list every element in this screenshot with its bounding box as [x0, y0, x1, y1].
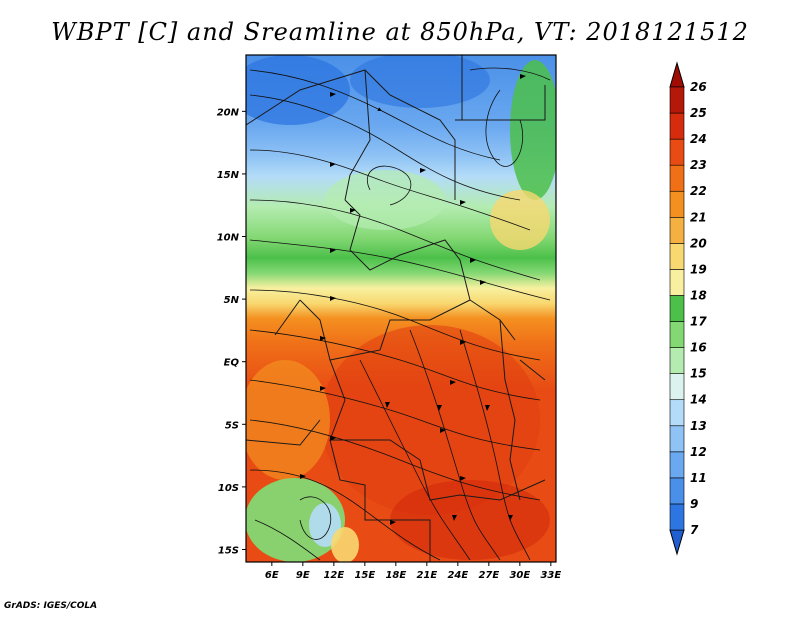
y-tick-label: 15N [217, 170, 240, 181]
colorbar-label: 11 [690, 471, 707, 485]
colorbar-swatch [669, 503, 685, 531]
colorbar-swatch [669, 425, 685, 453]
green-patch-east [510, 60, 556, 200]
colorbar-swatch [669, 269, 685, 296]
colorbar-label: 18 [690, 288, 707, 302]
yellow-patch-east [490, 190, 550, 250]
colorbar-swatch [669, 243, 685, 270]
colorbar-swatch [669, 112, 685, 140]
colorbar-swatch [669, 216, 685, 244]
colorbar-swatch [669, 86, 685, 114]
colorbar-swatch [669, 373, 685, 401]
colorbar-label: 21 [690, 210, 707, 224]
map-frame [245, 54, 557, 563]
x-axis: 6E 9E 12E 15E 18E 21E 24E 27E 30E 33E [265, 562, 561, 581]
colorbar-swatch [669, 190, 685, 218]
colorbar-label: 26 [690, 80, 707, 94]
y-tick-label: 10N [217, 233, 240, 244]
colorbar-swatch [669, 399, 685, 427]
colorbar-min-triangle [669, 529, 685, 556]
x-tick-label: 6E [265, 570, 279, 581]
colorbar-label: 23 [690, 158, 707, 172]
x-tick-label: 9E [296, 570, 310, 581]
colorbar-label: 25 [690, 106, 707, 120]
colorbar-label: 14 [690, 393, 707, 407]
colorbar: 7 9 11 12 13 14 15 16 17 18 19 20 21 22 23 24 25 26 [669, 61, 707, 556]
colorbar-swatch [669, 295, 685, 322]
colorbar-label: 22 [690, 184, 707, 198]
colorbar-label: 7 [690, 523, 699, 537]
light-green-patch-center [325, 170, 445, 230]
x-tick-label: 30E [509, 570, 530, 581]
colorbar-swatch [669, 477, 685, 505]
colorbar-label: 15 [690, 367, 707, 381]
y-tick-label: 5S [225, 420, 239, 431]
yellow-patch-southwest [331, 527, 359, 562]
x-tick-label: 15E [354, 570, 375, 581]
colorbar-swatch [669, 164, 685, 192]
colorbar-swatch [669, 321, 685, 348]
x-tick-label: 24E [447, 570, 468, 581]
y-tick-label: EQ [224, 358, 240, 369]
x-tick-label: 21E [416, 570, 437, 581]
colorbar-label: 17 [690, 315, 707, 329]
warm-core-center [320, 325, 540, 515]
y-tick-label: 5N [224, 295, 240, 306]
colorbar-swatch [669, 138, 685, 166]
x-tick-label: 27E [478, 570, 499, 581]
x-tick-label: 33E [540, 570, 561, 581]
x-tick-label: 12E [323, 570, 344, 581]
y-tick-label: 15S [218, 545, 239, 556]
colorbar-label: 19 [690, 262, 707, 276]
streamlines [249, 67, 551, 561]
y-axis: 20N 15N 10N 5N EQ 5S 10S 15S [217, 107, 246, 556]
colorbar-max-triangle [669, 61, 685, 88]
y-tick-label: 10S [218, 483, 239, 494]
colorbar-label: 13 [690, 419, 707, 433]
country-borders [246, 55, 546, 562]
colorbar-label: 9 [690, 497, 698, 511]
map-title: WBPT [C] and Sreamline at 850hPa, VT: 20… [51, 18, 749, 46]
colorbar-label: 24 [690, 132, 707, 146]
grads-credit: GrADS: IGES/COLA [4, 601, 98, 611]
x-tick-label: 18E [385, 570, 406, 581]
colorbar-label: 16 [690, 341, 707, 355]
colorbar-swatch [669, 451, 685, 479]
colorbar-label: 20 [690, 236, 707, 250]
cold-patch-north [350, 55, 490, 108]
colorbar-swatch [669, 347, 685, 374]
wbpt-field [246, 55, 556, 562]
streamline-arrows [300, 74, 526, 525]
y-tick-label: 20N [217, 107, 240, 118]
colorbar-label: 12 [690, 445, 707, 459]
cold-patch-northwest [246, 55, 350, 125]
